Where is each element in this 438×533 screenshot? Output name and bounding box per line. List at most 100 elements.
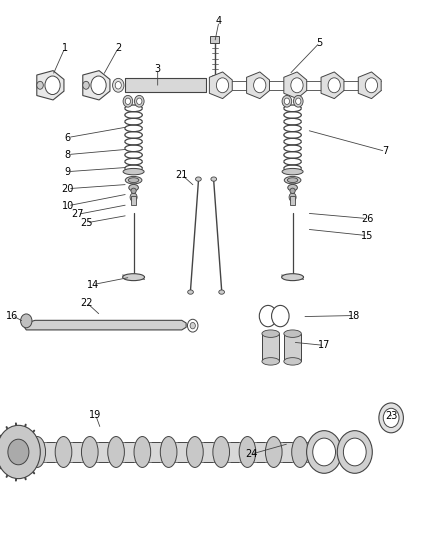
Ellipse shape [55,437,72,467]
Circle shape [37,82,43,89]
Circle shape [113,78,124,92]
Ellipse shape [239,437,256,467]
Text: 19: 19 [89,410,102,419]
Circle shape [115,82,121,89]
Ellipse shape [265,437,282,467]
Bar [125,78,206,92]
Text: 22: 22 [81,298,93,308]
Polygon shape [83,71,110,100]
Circle shape [0,425,40,479]
Ellipse shape [287,178,298,182]
Circle shape [307,431,342,473]
Text: 3: 3 [155,64,161,74]
Ellipse shape [29,437,46,467]
Polygon shape [321,72,344,99]
Text: 20: 20 [62,184,74,193]
Circle shape [284,98,290,104]
Text: 21: 21 [176,170,188,180]
Ellipse shape [282,168,303,175]
Ellipse shape [129,184,138,191]
Ellipse shape [131,188,136,193]
Circle shape [123,95,133,107]
Ellipse shape [128,178,139,182]
Circle shape [254,78,266,93]
Circle shape [190,322,195,329]
Text: 5: 5 [317,38,323,47]
Circle shape [383,408,399,427]
Circle shape [293,95,303,107]
Bar [262,334,279,361]
Circle shape [379,403,403,433]
Text: 4: 4 [216,17,222,26]
Text: 10: 10 [62,201,74,211]
Circle shape [289,193,296,201]
Circle shape [8,439,29,465]
Text: 7: 7 [382,147,389,156]
Circle shape [83,82,89,89]
Text: 27: 27 [72,209,84,219]
Ellipse shape [284,358,301,365]
Polygon shape [24,320,186,330]
Ellipse shape [123,274,145,280]
Text: 24: 24 [245,449,258,459]
Circle shape [296,98,301,104]
Text: 23: 23 [385,411,398,421]
Polygon shape [358,72,381,99]
Bar [290,196,295,205]
Circle shape [259,305,277,327]
Ellipse shape [187,437,203,467]
Ellipse shape [292,437,308,467]
Ellipse shape [123,168,144,175]
Text: 25: 25 [81,218,93,228]
Polygon shape [209,72,232,99]
Text: 9: 9 [65,167,71,176]
Bar [131,196,136,205]
Ellipse shape [134,437,151,467]
Ellipse shape [195,177,201,181]
Circle shape [45,76,60,94]
Circle shape [282,95,292,107]
Ellipse shape [213,437,230,467]
Ellipse shape [211,177,216,181]
Circle shape [365,78,378,93]
Circle shape [91,76,106,94]
Ellipse shape [187,290,194,294]
Circle shape [291,78,303,93]
Circle shape [125,98,131,104]
Circle shape [130,193,137,201]
Circle shape [343,438,366,466]
Text: 14: 14 [87,280,99,289]
Text: 6: 6 [65,133,71,142]
Ellipse shape [160,437,177,467]
Text: 15: 15 [361,231,373,240]
Polygon shape [284,72,307,99]
Circle shape [134,95,144,107]
Polygon shape [247,72,269,99]
Text: 26: 26 [361,214,373,223]
Text: 18: 18 [348,311,360,320]
Ellipse shape [284,176,301,184]
Ellipse shape [125,176,142,184]
Ellipse shape [288,184,297,191]
Bar [284,334,301,361]
Circle shape [21,314,32,328]
Ellipse shape [262,358,279,365]
Circle shape [337,431,372,473]
Circle shape [216,78,229,93]
Text: 2: 2 [115,43,121,53]
Circle shape [187,319,198,332]
Ellipse shape [282,274,304,280]
Text: 8: 8 [65,150,71,159]
Bar [210,36,219,43]
Circle shape [313,438,336,466]
Ellipse shape [108,437,124,467]
Ellipse shape [290,188,295,193]
Text: 16: 16 [6,311,18,320]
Ellipse shape [219,290,225,294]
Polygon shape [37,71,64,100]
Text: 17: 17 [318,341,330,350]
Circle shape [272,305,289,327]
Circle shape [328,78,340,93]
Bar [28,442,315,462]
Ellipse shape [262,330,279,337]
